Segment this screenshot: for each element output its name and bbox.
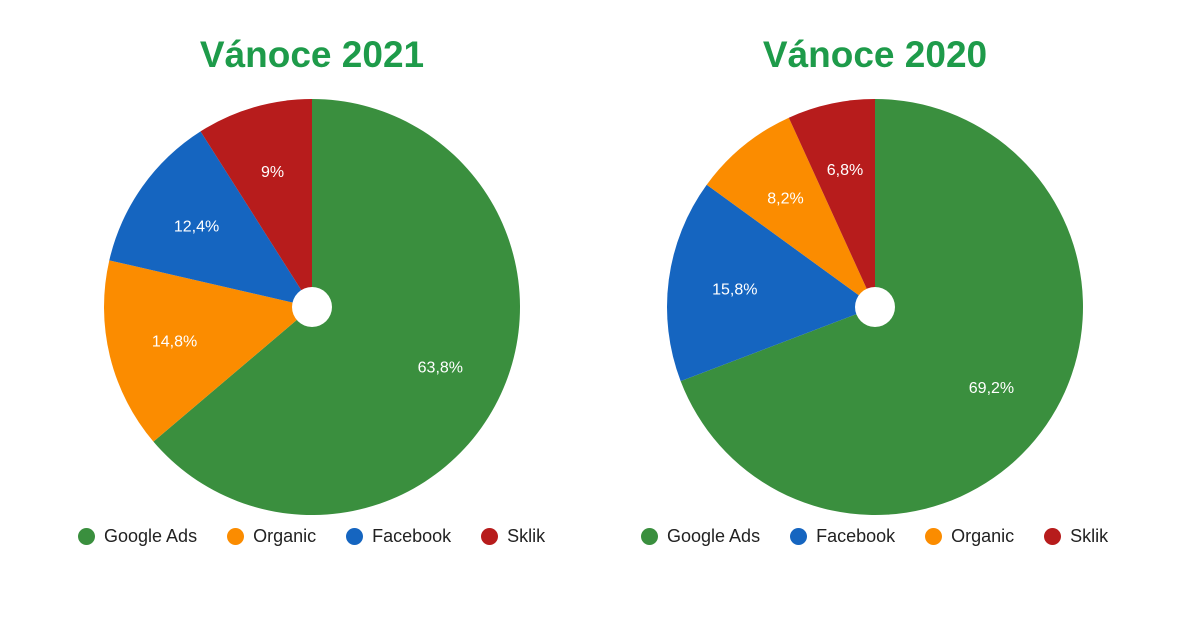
legend-label: Google Ads [667, 526, 761, 546]
chart-title: Vánoce 2021 [199, 34, 425, 75]
legend-item: Organic [925, 526, 1014, 547]
slice-value-label: 6,8% [827, 162, 863, 179]
legend-item: Facebook [790, 526, 895, 547]
legend-2020: Google Ads Facebook Organic Sklik [641, 526, 1138, 547]
slice-value-label: 9% [261, 164, 284, 181]
legend-item: Facebook [346, 526, 451, 547]
legend-dot-facebook [790, 528, 808, 545]
legend-label: Organic [951, 526, 1015, 546]
pie-slice-organic [104, 260, 313, 442]
legend-2021: Google Ads Organic Facebook Sklik [78, 526, 575, 547]
slice-value-label: 12,4% [174, 218, 219, 235]
pie-center-hole [855, 287, 895, 327]
legend-item: Organic [227, 526, 316, 547]
legend-label: Organic [253, 526, 317, 546]
chart-panel-2021: Vánoce 2021 63,8% 14,8% 12,4% 9% Google Ads… [78, 34, 575, 547]
legend-dot-google-ads [641, 528, 658, 545]
chart-panel-2020: Vánoce 2020 69,2% 15,8% 8,2% 6,8% Google Ad… [563, 0, 1163, 628]
pie-slice-sklik [200, 99, 312, 307]
legend-label: Facebook [372, 526, 452, 546]
legend-item: Google Ads [641, 526, 760, 547]
legend-dot-google-ads [78, 528, 95, 545]
pie-center-hole [292, 287, 332, 327]
pie-slice-facebook [109, 131, 313, 307]
slice-value-label: 14,8% [152, 333, 197, 350]
legend-label: Facebook [816, 526, 896, 546]
pie-chart-2021: 63,8% 14,8% 12,4% 9% [104, 99, 520, 515]
legend-label: Sklik [1070, 526, 1109, 546]
legend-dot-organic [227, 528, 245, 545]
chart-title: Vánoce 2020 [762, 34, 988, 75]
slice-value-label: 63,8% [418, 359, 463, 376]
legend-item: Google Ads [78, 526, 197, 547]
legend-dot-organic [925, 528, 943, 545]
legend-item: Sklik [1044, 526, 1108, 547]
slice-value-label: 15,8% [712, 281, 757, 298]
legend-dot-facebook [346, 528, 364, 545]
pie-slice-facebook [667, 184, 875, 382]
legend-label: Sklik [507, 526, 546, 546]
legend-label: Google Ads [104, 526, 198, 546]
pie-chart-2020: 69,2% 15,8% 8,2% 6,8% [667, 99, 1083, 516]
pie-slice-organic [706, 117, 875, 307]
legend-dot-sklik [481, 528, 499, 545]
pie-slice-google-ads [153, 99, 520, 515]
slice-value-label: 8,2% [767, 190, 803, 207]
legend-dot-sklik [1044, 528, 1062, 545]
slice-value-label: 69,2% [969, 380, 1014, 397]
pie-slice-sklik [788, 99, 875, 307]
legend-item: Sklik [481, 526, 545, 547]
